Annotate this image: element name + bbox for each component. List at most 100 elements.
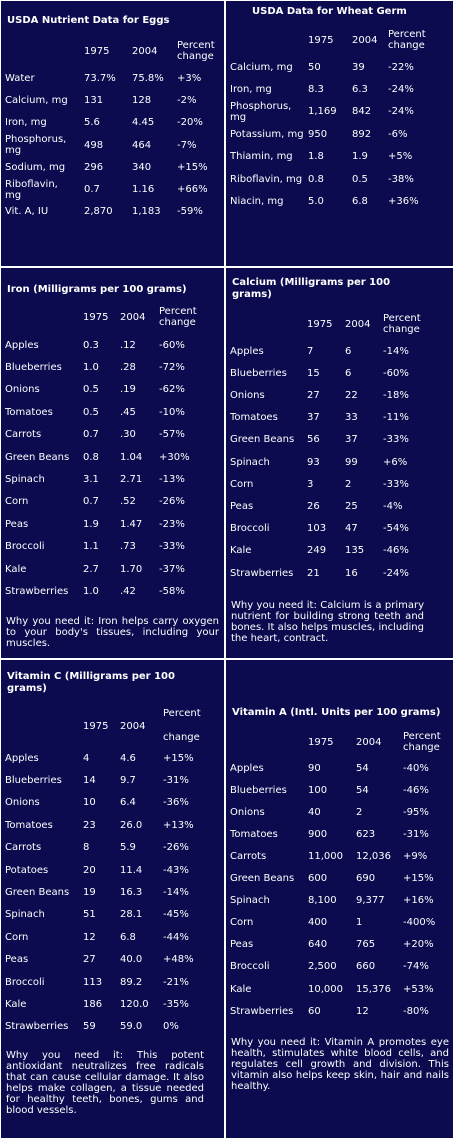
value-2004: 1.04 (120, 451, 143, 463)
food-label: Strawberries (5, 586, 69, 598)
vitamin-a-title: Vitamin A (Intl. Units per 100 grams) (232, 707, 441, 718)
value-2004: 6.3 (352, 84, 368, 96)
header-percent-change: Percent change (388, 29, 426, 51)
percent-change: -14% (163, 887, 189, 899)
value-2004: 16.3 (120, 887, 143, 899)
value-1975: 37 (307, 412, 320, 424)
food-label: Onions (230, 806, 265, 818)
table-row: Onions 40 2 -95% (226, 801, 453, 823)
value-2004: 12,036 (356, 850, 391, 862)
value-1975: 10 (83, 797, 96, 809)
food-label: Broccoli (5, 541, 45, 553)
value-1975: 40 (308, 806, 321, 818)
value-1975: 4 (83, 752, 90, 764)
food-label: Riboflavin, mg (5, 178, 58, 201)
value-2004: 120.0 (120, 999, 149, 1011)
food-label: Peas (5, 954, 29, 966)
table-row: Peas 1.9 1.47 -23% (1, 513, 224, 535)
value-1975: 900 (308, 828, 328, 840)
percent-change: +3% (177, 72, 202, 84)
food-label: Phosphorus, mg (230, 100, 292, 123)
percent-change: -31% (163, 775, 189, 787)
calcium-panel: Calcium (Milligrams per 100 grams) 1975 … (226, 268, 453, 658)
percent-change: -54% (383, 523, 409, 535)
food-label: Spinach (5, 909, 45, 921)
table-row: Vit. A, IU 2,870 1,183 -59% (1, 201, 224, 223)
table-row: Sodium, mg 296 340 +15% (1, 156, 224, 178)
food-label: Green Beans (230, 873, 295, 885)
table-row: Onions 10 6.4 -36% (1, 792, 224, 814)
table-row: Corn 12 6.8 -44% (1, 926, 224, 948)
table-row: Apples 4 4.6 +15% (1, 747, 224, 769)
food-label: Calcium, mg (5, 94, 68, 106)
food-label: Iron, mg (230, 84, 272, 96)
food-label: Spinach (5, 474, 45, 486)
percent-change: -72% (159, 362, 185, 374)
food-label: Broccoli (230, 523, 270, 535)
food-label: Green Beans (5, 451, 70, 463)
food-label: Peas (230, 500, 254, 512)
value-1975: 0.7 (83, 496, 99, 508)
eggs-header-row: 1975 2004 Percent change (1, 39, 224, 63)
value-2004: .12 (120, 339, 136, 351)
header-percent-change: Percent change (177, 40, 215, 62)
eggs-title: USDA Nutrient Data for Eggs (7, 15, 170, 26)
percent-change: -45% (163, 909, 189, 921)
value-2004: 16 (345, 567, 358, 579)
value-1975: 640 (308, 939, 328, 951)
percent-change: +53% (403, 983, 434, 995)
percent-change: +36% (388, 196, 419, 208)
value-1975: 11,000 (308, 850, 343, 862)
header-percent-change: Percent change (403, 731, 441, 753)
value-1975: 1.0 (83, 586, 99, 598)
table-row: Broccoli 1.1 .73 -33% (1, 536, 224, 558)
iron-note: Why you need it: Iron helps carry oxygen… (6, 616, 219, 649)
value-1975: 0.8 (308, 173, 324, 185)
table-row: Tomatoes 37 33 -11% (226, 407, 453, 429)
header-percent-change: Percent change (163, 708, 201, 743)
header-2004: 2004 (352, 34, 378, 46)
value-2004: 54 (356, 762, 369, 774)
percent-change: +9% (403, 850, 428, 862)
value-2004: 765 (356, 939, 376, 951)
percent-change: -35% (163, 999, 189, 1011)
value-1975: 12 (83, 931, 96, 943)
value-2004: 54 (356, 784, 369, 796)
value-2004: 26.0 (120, 819, 143, 831)
percent-change: +15% (163, 752, 194, 764)
food-label: Blueberries (230, 367, 287, 379)
food-label: Corn (230, 917, 254, 929)
value-2004: 660 (356, 961, 376, 973)
value-2004: 623 (356, 828, 376, 840)
percent-change: -31% (403, 828, 429, 840)
value-2004: 6.8 (120, 931, 136, 943)
value-1975: 56 (307, 434, 320, 446)
header-2004: 2004 (356, 736, 382, 748)
food-label: Broccoli (5, 976, 45, 988)
value-1975: 2,500 (308, 961, 337, 973)
percent-change: -58% (159, 586, 185, 598)
value-1975: 1,169 (308, 106, 337, 118)
table-row: Green Beans 19 16.3 -14% (1, 881, 224, 903)
percent-change: -33% (383, 478, 409, 490)
value-1975: 100 (308, 784, 328, 796)
food-label: Corn (5, 496, 29, 508)
percent-change: +30% (159, 451, 190, 463)
value-1975: 1.8 (308, 151, 324, 163)
value-2004: 4.45 (132, 117, 155, 129)
table-row: Strawberries 59 59.0 0% (1, 1016, 224, 1038)
percent-change: -21% (163, 976, 189, 988)
percent-change: +66% (177, 184, 208, 196)
food-label: Kale (230, 545, 252, 557)
percent-change: -60% (383, 367, 409, 379)
percent-change: -37% (159, 563, 185, 575)
value-1975: 5.6 (84, 117, 100, 129)
calcium-header-row: 1975 2004 Percent change (226, 312, 453, 336)
value-2004: 2.71 (120, 474, 143, 486)
food-label: Kale (230, 983, 252, 995)
table-row: Tomatoes 900 623 -31% (226, 823, 453, 845)
value-1975: 186 (83, 999, 103, 1011)
food-label: Carrots (5, 429, 42, 441)
value-2004: 89.2 (120, 976, 143, 988)
percent-change: -26% (159, 496, 185, 508)
